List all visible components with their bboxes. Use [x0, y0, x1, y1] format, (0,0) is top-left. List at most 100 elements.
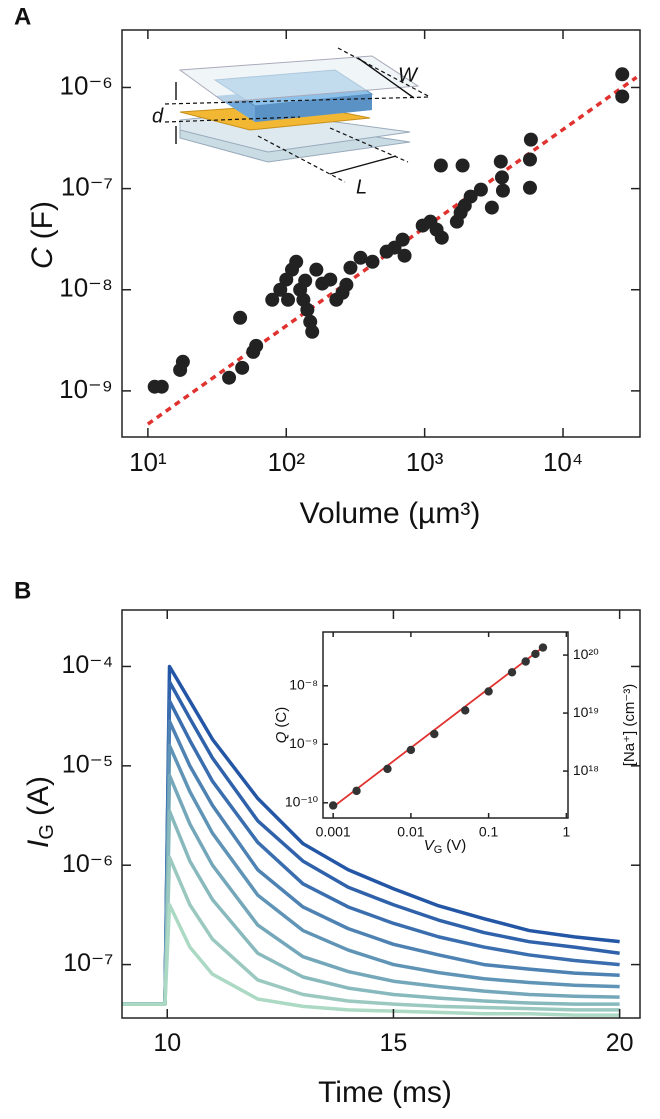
plot: 10¹ 10² 10³ 10⁴ 10⁻⁹ 10⁻⁸ 10⁻⁷ 10⁻⁶	[59, 29, 641, 477]
data-point	[473, 182, 488, 197]
guide-line	[164, 96, 431, 105]
data-point	[433, 158, 448, 173]
data-point	[538, 643, 548, 652]
x-tick-label: 10³	[406, 447, 444, 477]
y2-tick-label: 10²⁰	[573, 646, 599, 662]
x-tick-label: 10¹	[129, 447, 167, 477]
plot: 0.001 0.01 0.1 1 10⁻¹⁰ 10⁻⁹ 10⁻⁸ 10¹⁸ 10¹⁹ 10²⁰	[285, 631, 599, 839]
plot-background	[122, 30, 640, 437]
data-point	[615, 67, 630, 82]
x-axis-subscript: G	[434, 844, 443, 856]
data-point	[395, 232, 410, 247]
y-tick-label: 10⁻⁶	[62, 850, 113, 878]
data-point	[309, 262, 324, 277]
y-tick-label: 10⁻⁷	[61, 171, 113, 201]
x-tick-label: 0.001	[316, 823, 351, 839]
y-tick-label: 10⁻⁷	[63, 949, 113, 977]
y-axis-unit: (A)	[22, 776, 55, 816]
data-point	[461, 706, 470, 715]
data-layer	[146, 67, 638, 426]
x-tick-label: 10²	[267, 447, 305, 477]
x-tick-label: 10⁴	[543, 447, 583, 477]
axes-frame	[322, 631, 569, 819]
y-tick-label: 10⁻⁴	[62, 651, 114, 679]
panel-label: A	[14, 3, 31, 30]
y-axis-symbol: I	[22, 840, 55, 848]
y-axis-unit: (C)	[273, 707, 290, 728]
current-trace	[122, 903, 620, 1017]
axes-frame	[121, 609, 641, 1019]
y-tick-label: 10⁻⁸	[59, 273, 113, 303]
current-trace	[122, 699, 620, 1006]
data-point	[455, 158, 470, 173]
y-tick-label: 10⁻⁶	[60, 70, 113, 100]
data-layer	[122, 664, 620, 1017]
x-tick-label: 15	[380, 1029, 408, 1057]
current-trace	[122, 719, 620, 1006]
dimension-arrow	[329, 155, 397, 175]
y2-axis-label: [Na⁺] (cm⁻³)	[621, 684, 638, 767]
data-point	[523, 132, 538, 147]
axes-frame	[121, 29, 641, 438]
y-tick-label: 10⁻⁹	[289, 735, 318, 751]
data-point	[397, 248, 412, 263]
data-point	[281, 292, 296, 307]
data-point	[493, 154, 508, 169]
data-point	[352, 786, 361, 796]
y-axis-label: C (F)	[26, 201, 59, 269]
guide-line	[257, 135, 346, 183]
data-point	[383, 764, 392, 774]
data-point	[434, 230, 449, 245]
y-tick-label: 10⁻⁹	[59, 374, 113, 404]
y-tick-label: 10⁻⁸	[289, 676, 318, 692]
x-tick-label: 20	[606, 1029, 634, 1057]
data-point	[273, 282, 288, 297]
x-tick-label: 10	[153, 1029, 181, 1057]
current-trace	[122, 743, 620, 1006]
data-point	[494, 170, 509, 185]
guide-line	[164, 116, 301, 123]
x-axis-symbol: V	[424, 837, 436, 854]
data-point	[430, 729, 439, 739]
data-point	[507, 668, 517, 677]
data-point	[495, 183, 510, 198]
y-tick-label: 10⁻¹⁰	[285, 794, 319, 810]
current-trace	[122, 773, 620, 1006]
x-tick-label: 0.01	[397, 823, 424, 839]
y2-tick-label: 10¹⁸	[573, 762, 599, 778]
data-point	[235, 360, 250, 375]
data-point	[531, 649, 540, 659]
data-point	[522, 152, 537, 167]
data-point	[484, 687, 493, 696]
data-layer	[328, 643, 548, 810]
data-point	[154, 379, 169, 394]
data-point	[323, 272, 338, 287]
data-point	[339, 277, 354, 292]
data-point	[406, 745, 416, 755]
y-axis-label: IG (A)	[22, 776, 58, 848]
annotation: W	[398, 64, 419, 86]
data-point	[305, 324, 320, 339]
dimension-arrow	[357, 57, 415, 99]
x-tick-label: 0.1	[479, 823, 499, 839]
data-point	[265, 292, 280, 307]
current-trace	[122, 680, 620, 1006]
data-point	[298, 273, 313, 288]
data-point	[343, 260, 358, 275]
panel-label: B	[14, 577, 31, 604]
y-axis-subscript: G	[36, 824, 58, 840]
current-trace	[122, 664, 620, 1006]
current-trace	[122, 809, 620, 1006]
data-point	[289, 254, 304, 269]
y-tick-label: 10⁻⁵	[62, 750, 113, 778]
y-axis-symbol: C	[26, 247, 59, 269]
data-point	[175, 354, 190, 369]
data-point	[463, 189, 478, 204]
device-schematic: W d L	[152, 47, 431, 198]
data-point	[365, 254, 380, 269]
electrolyte-side	[255, 94, 372, 122]
data-point	[484, 200, 499, 215]
data-point	[300, 302, 315, 317]
